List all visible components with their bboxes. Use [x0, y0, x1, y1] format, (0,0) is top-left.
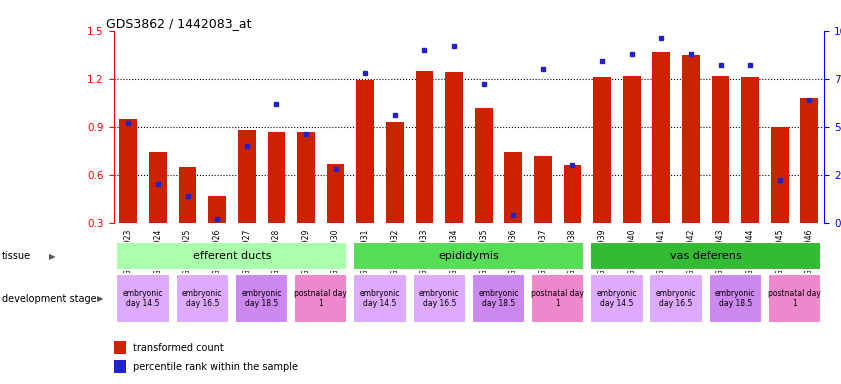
Text: GDS3862 / 1442083_at: GDS3862 / 1442083_at [107, 17, 252, 30]
Bar [267, 131, 285, 223]
Text: efferent ducts: efferent ducts [193, 251, 272, 262]
Bar [653, 51, 670, 223]
Text: embryonic
day 14.5: embryonic day 14.5 [360, 289, 400, 308]
Bar [768, 274, 821, 323]
Bar [741, 77, 759, 223]
Bar [149, 152, 167, 223]
Text: postnatal day
1: postnatal day 1 [294, 289, 347, 308]
Bar [353, 243, 584, 270]
Text: embryonic
day 14.5: embryonic day 14.5 [596, 289, 637, 308]
Bar [357, 80, 374, 223]
Bar [413, 274, 466, 323]
Text: postnatal day
1: postnatal day 1 [768, 289, 821, 308]
Text: embryonic
day 18.5: embryonic day 18.5 [241, 289, 282, 308]
Bar [623, 76, 641, 223]
Bar [119, 119, 137, 223]
Bar [209, 195, 226, 223]
Bar [590, 274, 643, 323]
Text: ▶: ▶ [49, 252, 56, 261]
Text: embryonic
day 16.5: embryonic day 16.5 [656, 289, 696, 308]
Bar [117, 274, 170, 323]
Bar [297, 131, 315, 223]
Text: percentile rank within the sample: percentile rank within the sample [134, 362, 299, 372]
Bar [590, 243, 821, 270]
Bar [472, 274, 525, 323]
Bar [235, 274, 288, 323]
Text: transformed count: transformed count [134, 343, 225, 353]
Bar [326, 164, 345, 223]
Bar [593, 77, 611, 223]
Text: epididymis: epididymis [438, 251, 500, 262]
Bar [563, 165, 581, 223]
Bar [709, 274, 762, 323]
Text: embryonic
day 16.5: embryonic day 16.5 [182, 289, 223, 308]
Text: embryonic
day 18.5: embryonic day 18.5 [715, 289, 755, 308]
Text: vas deferens: vas deferens [670, 251, 742, 262]
Text: embryonic
day 14.5: embryonic day 14.5 [123, 289, 163, 308]
Text: embryonic
day 18.5: embryonic day 18.5 [479, 289, 519, 308]
Bar [114, 360, 126, 373]
Bar [445, 72, 463, 223]
Text: postnatal day
1: postnatal day 1 [532, 289, 584, 308]
Bar [353, 274, 407, 323]
Bar [771, 127, 789, 223]
Bar [238, 130, 256, 223]
Text: tissue: tissue [2, 251, 31, 262]
Bar [114, 341, 126, 354]
Bar [117, 243, 347, 270]
Text: embryonic
day 16.5: embryonic day 16.5 [419, 289, 459, 308]
Bar [294, 274, 347, 323]
Bar [386, 122, 404, 223]
Bar [649, 274, 703, 323]
Bar [711, 76, 729, 223]
Bar [505, 152, 522, 223]
Text: development stage: development stage [2, 293, 97, 304]
Bar [534, 156, 552, 223]
Bar [682, 55, 700, 223]
Bar [176, 274, 229, 323]
Text: ▶: ▶ [97, 294, 103, 303]
Bar [178, 167, 197, 223]
Bar [475, 108, 493, 223]
Bar [531, 274, 584, 323]
Bar [801, 98, 818, 223]
Bar [415, 71, 433, 223]
